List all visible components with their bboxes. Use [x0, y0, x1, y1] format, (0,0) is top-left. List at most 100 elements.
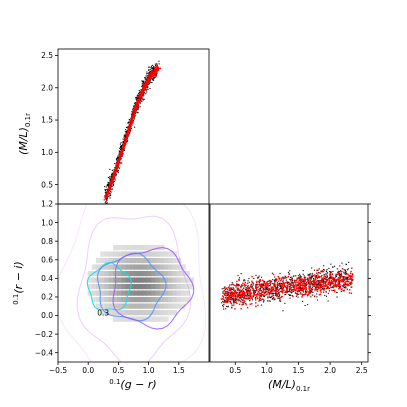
- scatter-point-black: [334, 277, 336, 279]
- scatter-point-black: [153, 66, 155, 68]
- scatter-point-red: [104, 197, 107, 199]
- scatter-point-black: [240, 273, 242, 275]
- y-tick-label: 2.0: [41, 83, 53, 92]
- scatter-point-black: [311, 276, 313, 278]
- scatter-point-black: [305, 284, 307, 286]
- scatter-point-red: [153, 71, 156, 74]
- scatter-point-red: [268, 280, 270, 282]
- scatter-point-black: [280, 296, 283, 298]
- scatter-point-black: [303, 276, 305, 279]
- scatter-point-red: [282, 284, 284, 286]
- scatter-point-black: [135, 99, 138, 101]
- scatter-point-red: [335, 274, 337, 276]
- scatter-point-red: [240, 308, 242, 310]
- scatter-point-red: [127, 126, 130, 128]
- scatter-point-red: [254, 294, 256, 296]
- density-cell: [151, 264, 157, 270]
- scatter-point-black: [309, 274, 311, 276]
- scatter-point-red: [122, 148, 125, 150]
- density-cell: [134, 283, 140, 290]
- scatter-point-black: [251, 286, 253, 288]
- scatter-point-black: [326, 275, 328, 277]
- scatter-point-red: [345, 270, 347, 273]
- scatter-point-black: [149, 71, 151, 73]
- scatter-point-black: [148, 83, 150, 86]
- scatter-point-red: [351, 267, 353, 269]
- scatter-point-black: [304, 291, 307, 293]
- density-cell: [108, 257, 114, 264]
- scatter-point-black: [272, 297, 274, 299]
- scatter-point-black: [326, 275, 328, 277]
- scatter-point-red: [131, 120, 134, 123]
- scatter-point-black: [330, 263, 332, 265]
- scatter-point-red: [267, 296, 269, 299]
- density-cell: [129, 264, 135, 270]
- scatter-point-black: [323, 265, 325, 267]
- scatter-point-black: [270, 289, 272, 292]
- scatter-point-red: [251, 303, 253, 305]
- density-cell: [155, 251, 161, 257]
- scatter-point-red: [267, 288, 270, 290]
- scatter-point-black: [254, 291, 256, 293]
- density-cell: [151, 290, 157, 296]
- scatter-point-black: [332, 270, 334, 273]
- scatter-point-black: [148, 69, 150, 71]
- scatter-point-black: [228, 289, 230, 292]
- scatter-point-black: [347, 268, 349, 270]
- scatter-point-black: [151, 82, 153, 84]
- density-cell: [125, 270, 131, 277]
- panel-frame: [209, 203, 369, 363]
- scatter-point-red: [241, 299, 244, 302]
- scatter-point-red: [124, 139, 127, 142]
- scatter-point-black: [345, 287, 347, 289]
- scatter-point-black: [258, 281, 260, 283]
- scatter-point-black: [320, 279, 322, 281]
- scatter-point-black: [132, 107, 135, 109]
- scatter-point-red: [295, 286, 297, 288]
- scatter-point-black: [295, 295, 297, 297]
- scatter-point-red: [344, 277, 347, 279]
- scatter-point-black: [297, 293, 299, 295]
- scatter-point-black: [339, 273, 341, 276]
- scatter-point-red: [305, 293, 307, 296]
- scatter-point-red: [310, 288, 312, 290]
- scatter-point-red: [303, 282, 305, 284]
- scatter-point-red: [308, 282, 311, 284]
- density-cell: [172, 257, 178, 264]
- scatter-point-red: [156, 66, 158, 69]
- scatter-point-red: [118, 159, 121, 162]
- scatter-point-red: [330, 271, 332, 274]
- density-cell: [167, 264, 173, 270]
- scatter-point-red: [300, 283, 302, 286]
- scatter-point-black: [346, 278, 348, 280]
- scatter-point-black: [156, 74, 158, 76]
- scatter-point-red: [151, 69, 153, 72]
- scatter-point-black: [146, 79, 148, 81]
- density-cell: [134, 257, 140, 264]
- scatter-point-red: [230, 292, 233, 295]
- scatter-point-black: [300, 276, 302, 278]
- scatter-point-black: [110, 178, 112, 181]
- density-cell: [180, 264, 186, 270]
- scatter-point-red: [242, 294, 245, 296]
- scatter-point-red: [304, 293, 306, 296]
- scatter-point-red: [271, 295, 273, 298]
- scatter-point-red: [304, 284, 306, 286]
- density-cell: [155, 309, 161, 316]
- scatter-point-red: [269, 279, 271, 282]
- scatter-point-black: [128, 121, 130, 124]
- scatter-point-red: [296, 294, 298, 296]
- density-cell: [129, 309, 135, 316]
- density-cell: [159, 316, 165, 322]
- scatter-point-black: [343, 278, 345, 280]
- scatter-point-red: [156, 64, 158, 67]
- scatter-point-red: [299, 288, 301, 290]
- scatter-point-black: [310, 278, 312, 280]
- scatter-point-red: [120, 151, 123, 154]
- scatter-point-black: [267, 300, 269, 302]
- scatter-point-red: [228, 300, 230, 302]
- scatter-point-black: [152, 79, 154, 81]
- scatter-point-black: [147, 87, 149, 89]
- scatter-point-red: [108, 191, 110, 194]
- scatter-point-red: [339, 283, 341, 286]
